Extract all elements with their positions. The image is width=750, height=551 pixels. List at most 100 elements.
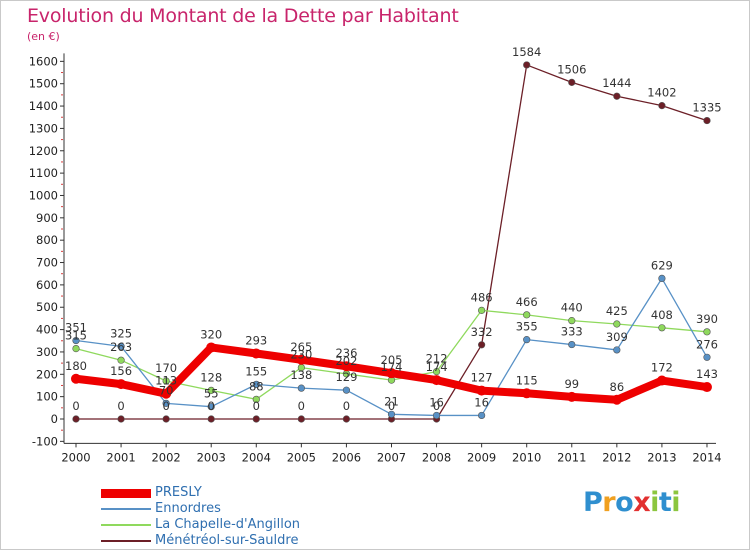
data-point	[432, 411, 441, 420]
data-label: 333	[561, 325, 583, 339]
data-point	[207, 415, 215, 423]
data-label: 1444	[602, 76, 631, 90]
data-point	[117, 415, 125, 423]
data-label: 0	[433, 399, 440, 413]
data-label: 21	[384, 394, 399, 408]
data-label: 309	[606, 330, 628, 344]
data-point	[72, 336, 80, 345]
data-label: 0	[253, 399, 260, 413]
data-point	[658, 274, 666, 282]
data-label: 236	[335, 346, 357, 360]
data-point	[703, 328, 711, 336]
x-tick-label: 2014	[692, 450, 721, 464]
data-label: 55	[204, 387, 219, 401]
data-label: 174	[381, 360, 403, 374]
x-tick-label: 2009	[467, 450, 496, 464]
data-point	[72, 344, 80, 353]
data-label: 86	[610, 380, 625, 394]
data-point	[523, 336, 531, 344]
y-tick-label: 700	[36, 256, 58, 270]
x-tick-label: 2000	[61, 450, 90, 464]
data-point	[613, 92, 621, 100]
data-label: 293	[245, 334, 267, 348]
logo-letter: o	[615, 487, 634, 518]
data-label: 170	[155, 361, 177, 375]
data-point	[207, 386, 215, 394]
logo-letter: x	[633, 487, 651, 518]
legend-swatch	[101, 508, 151, 510]
x-tick-label: 2013	[647, 450, 676, 464]
y-tick-label: 300	[36, 345, 58, 359]
data-label: 408	[651, 308, 673, 322]
data-label: 425	[606, 304, 628, 318]
data-label: 1506	[557, 62, 586, 76]
x-tick-label: 2007	[377, 450, 406, 464]
legend-item: La Chapelle-d'Angillon	[101, 517, 300, 533]
data-point	[478, 341, 486, 349]
x-tick-label: 2003	[197, 450, 226, 464]
data-label: 0	[208, 399, 215, 413]
data-point	[297, 415, 305, 423]
data-label: 629	[651, 258, 673, 272]
data-point	[703, 116, 711, 125]
data-point	[478, 306, 486, 314]
data-label: 0	[298, 399, 305, 413]
data-label: 155	[245, 364, 267, 378]
data-point	[162, 377, 170, 385]
y-tick-label: 1000	[29, 188, 58, 202]
data-point	[521, 388, 532, 399]
data-label: 205	[381, 353, 403, 367]
data-label: 129	[335, 370, 357, 384]
data-point	[658, 324, 666, 332]
y-tick-label: 1400	[29, 99, 58, 113]
data-label: 0	[388, 399, 395, 413]
legend-label: PRESLY	[155, 485, 202, 500]
data-point	[701, 382, 712, 393]
data-label: 0	[162, 399, 169, 413]
data-label: 230	[290, 348, 312, 362]
data-point	[206, 342, 217, 353]
data-point	[117, 342, 125, 350]
data-label: 99	[564, 377, 579, 391]
data-point	[341, 361, 352, 372]
data-label: 315	[65, 329, 87, 343]
y-tick-label: 1300	[29, 121, 58, 135]
data-label: 113	[155, 374, 177, 388]
data-label: 156	[110, 364, 132, 378]
data-label: 115	[516, 373, 538, 387]
legend: PRESLY Ennordres La Chapelle-d'Angillon Mén…	[101, 485, 300, 549]
data-point	[252, 380, 260, 388]
data-point	[523, 311, 531, 319]
data-label: 16	[474, 395, 489, 409]
legend-swatch	[101, 540, 151, 542]
data-point	[568, 340, 576, 349]
data-point	[162, 415, 170, 423]
data-point	[342, 415, 351, 423]
x-tick-label: 2006	[332, 450, 361, 464]
data-label: 276	[696, 337, 718, 351]
x-tick-label: 2005	[287, 450, 316, 464]
y-tick-label: 1600	[29, 54, 58, 68]
data-point	[297, 384, 305, 392]
data-point	[613, 320, 621, 328]
data-label: 0	[117, 399, 124, 413]
data-label: 265	[290, 340, 312, 354]
y-tick-label: 400	[36, 323, 58, 337]
x-tick-label: 2008	[422, 450, 451, 464]
data-label: 320	[200, 327, 222, 341]
x-tick-label: 2002	[151, 450, 180, 464]
data-label: 1402	[647, 86, 676, 100]
legend-swatch	[101, 488, 151, 498]
x-tick-label: 2010	[512, 450, 541, 464]
x-tick-label: 2011	[557, 450, 586, 464]
data-label: 1335	[692, 101, 721, 115]
y-tick-label: 1100	[29, 166, 58, 180]
data-label: 88	[249, 379, 264, 393]
data-label: 180	[65, 359, 87, 373]
data-point	[162, 399, 170, 407]
legend-item: Ménétréol-sur-Sauldre	[101, 533, 300, 549]
data-point	[523, 61, 531, 69]
data-label: 128	[200, 370, 222, 384]
data-label: 172	[651, 361, 673, 375]
